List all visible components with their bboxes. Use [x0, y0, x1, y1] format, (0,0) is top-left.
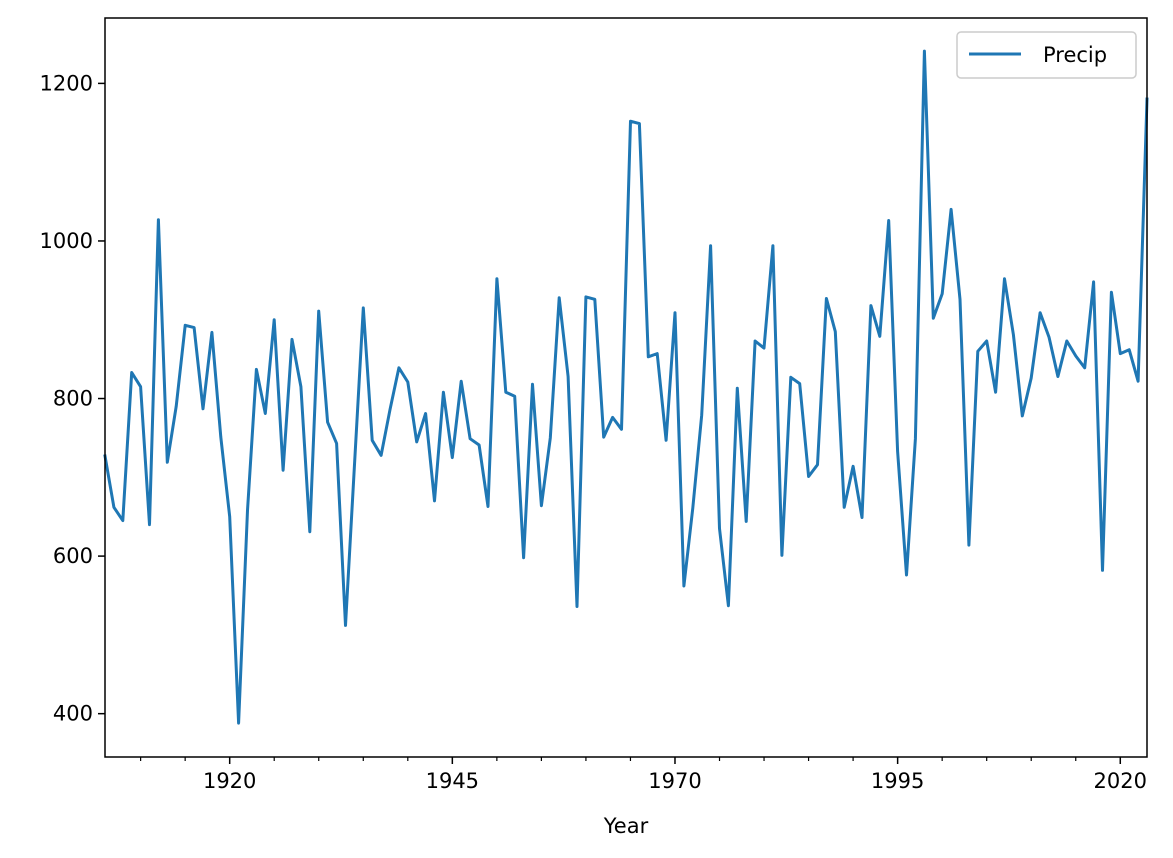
legend: Precip	[956, 31, 1137, 79]
y-tick-label: 1000	[40, 229, 93, 253]
x-tick-label: 1970	[648, 769, 701, 793]
x-tick-label: 1920	[203, 769, 256, 793]
legend-label-precip: Precip	[1043, 43, 1107, 67]
y-tick-label: 800	[53, 387, 93, 411]
y-tick-label: 600	[53, 544, 93, 568]
x-tick-label: 2020	[1094, 769, 1147, 793]
x-axis-ticks: 1920 1945 1970 1995 2020	[140, 757, 1147, 793]
x-axis-title: Year	[603, 814, 649, 838]
y-tick-label: 400	[53, 702, 93, 726]
y-tick-label: 1200	[40, 71, 93, 95]
plot-frame	[104, 17, 1148, 758]
legend-box	[956, 31, 1137, 79]
x-tick-label: 1945	[426, 769, 479, 793]
series-line-precip	[103, 49, 1149, 725]
y-axis-ticks: 400 600 800 1000 1200	[40, 71, 105, 726]
x-tick-label: 1995	[871, 769, 924, 793]
